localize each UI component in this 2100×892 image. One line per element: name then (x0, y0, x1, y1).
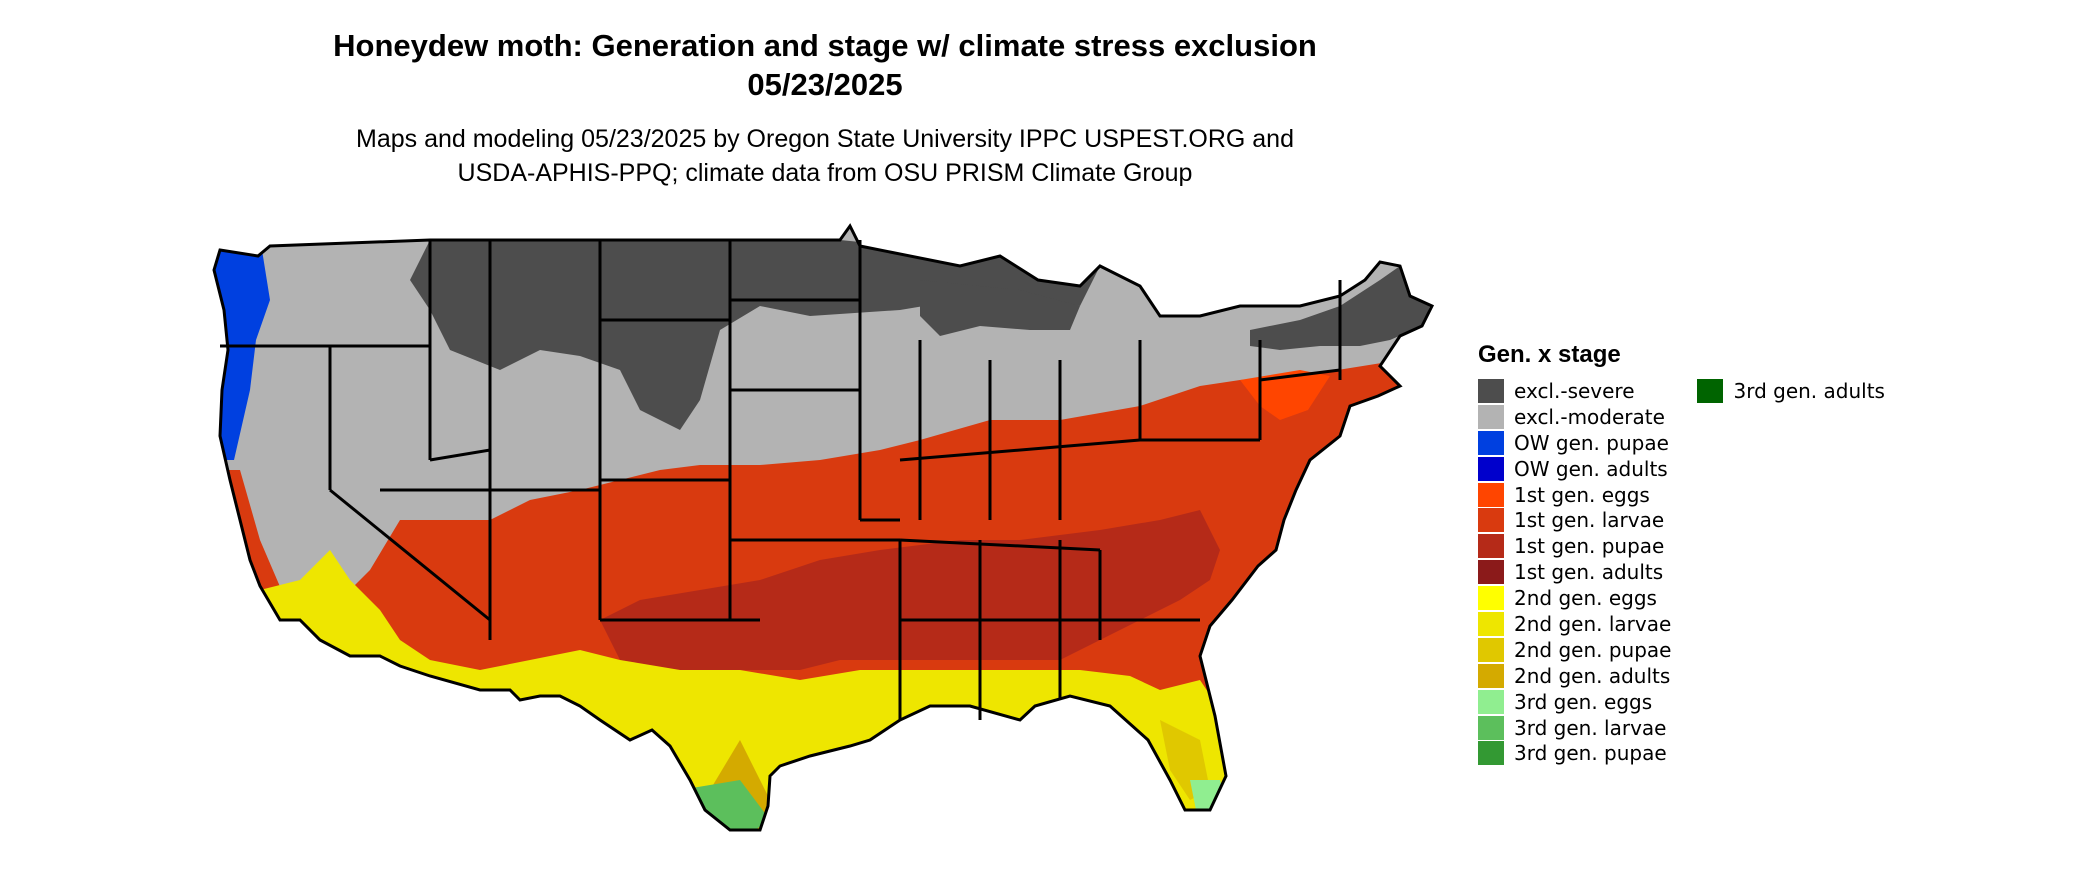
title-line-1: Honeydew moth: Generation and stage w/ c… (333, 28, 1317, 63)
legend-swatch (1478, 404, 1504, 429)
legend-swatch (1478, 586, 1504, 611)
legend-swatch (1478, 482, 1504, 507)
us-map (212, 224, 1434, 832)
legend-swatch (1478, 637, 1504, 662)
legend-item: 3rd gen. eggs (1478, 689, 1671, 715)
legend-label: 2nd gen. eggs (1514, 586, 1657, 611)
legend-item: 2nd gen. pupae (1478, 637, 1671, 663)
legend-label: 3rd gen. larvae (1514, 715, 1667, 740)
legend-label: excl.-moderate (1514, 404, 1665, 429)
legend-label: excl.-severe (1514, 378, 1635, 403)
legend-swatch (1478, 663, 1504, 688)
legend-swatch (1478, 456, 1504, 481)
legend-item: 1st gen. adults (1478, 559, 1671, 585)
title-line-2: 05/23/2025 (747, 67, 903, 102)
legend-item: 3rd gen. adults (1697, 378, 1885, 404)
subtitle-line-1: Maps and modeling 05/23/2025 by Oregon S… (356, 125, 1294, 153)
legend-item: excl.-moderate (1478, 404, 1671, 430)
legend-item: 1st gen. pupae (1478, 533, 1671, 559)
legend-label: OW gen. pupae (1514, 430, 1669, 455)
subtitle-line-2: USDA-APHIS-PPQ; climate data from OSU PR… (457, 159, 1193, 187)
legend-swatch (1478, 508, 1504, 533)
legend-item: 3rd gen. pupae (1478, 740, 1671, 766)
legend-item: 1st gen. eggs (1478, 482, 1671, 508)
legend-item: OW gen. adults (1478, 456, 1671, 482)
legend-swatch (1478, 560, 1504, 585)
legend-swatch (1697, 378, 1724, 403)
legend-column-1: excl.-severe excl.-moderate OW gen. pupae O… (1478, 378, 1671, 766)
legend-swatch (1478, 611, 1504, 636)
legend-label: 1st gen. larvae (1514, 508, 1665, 533)
legend-item: 2nd gen. larvae (1478, 611, 1671, 637)
legend-swatch (1478, 378, 1504, 403)
legend: Gen. x stage excl.-severe excl.-moderate O… (1478, 340, 1885, 766)
legend-title: Gen. x stage (1478, 341, 1621, 368)
legend-label: 1st gen. eggs (1514, 482, 1650, 507)
legend-swatch (1478, 741, 1504, 766)
legend-swatch (1478, 689, 1504, 714)
legend-label: 2nd gen. adults (1514, 663, 1671, 688)
legend-item: 2nd gen. eggs (1478, 585, 1671, 611)
legend-label: 2nd gen. larvae (1514, 611, 1672, 636)
legend-label: 1st gen. adults (1514, 560, 1664, 585)
legend-label: 3rd gen. eggs (1514, 689, 1653, 714)
legend-item: 2nd gen. adults (1478, 663, 1671, 689)
legend-column-2: 3rd gen. adults (1697, 378, 1885, 766)
legend-label: 2nd gen. pupae (1514, 637, 1672, 662)
legend-item: 1st gen. larvae (1478, 507, 1671, 533)
legend-label: 1st gen. pupae (1514, 534, 1665, 559)
legend-swatch (1478, 534, 1504, 559)
legend-swatch (1478, 715, 1504, 740)
legend-item: 3rd gen. larvae (1478, 715, 1671, 741)
legend-item: excl.-severe (1478, 378, 1671, 404)
legend-item: OW gen. pupae (1478, 430, 1671, 456)
map-subtitle: Maps and modeling 05/23/2025 by Oregon S… (240, 122, 1410, 190)
legend-label: 3rd gen. pupae (1514, 741, 1667, 766)
map-title: Honeydew moth: Generation and stage w/ c… (240, 26, 1410, 104)
legend-label: 3rd gen. adults (1733, 378, 1885, 403)
legend-label: OW gen. adults (1514, 456, 1668, 481)
legend-swatch (1478, 430, 1504, 455)
